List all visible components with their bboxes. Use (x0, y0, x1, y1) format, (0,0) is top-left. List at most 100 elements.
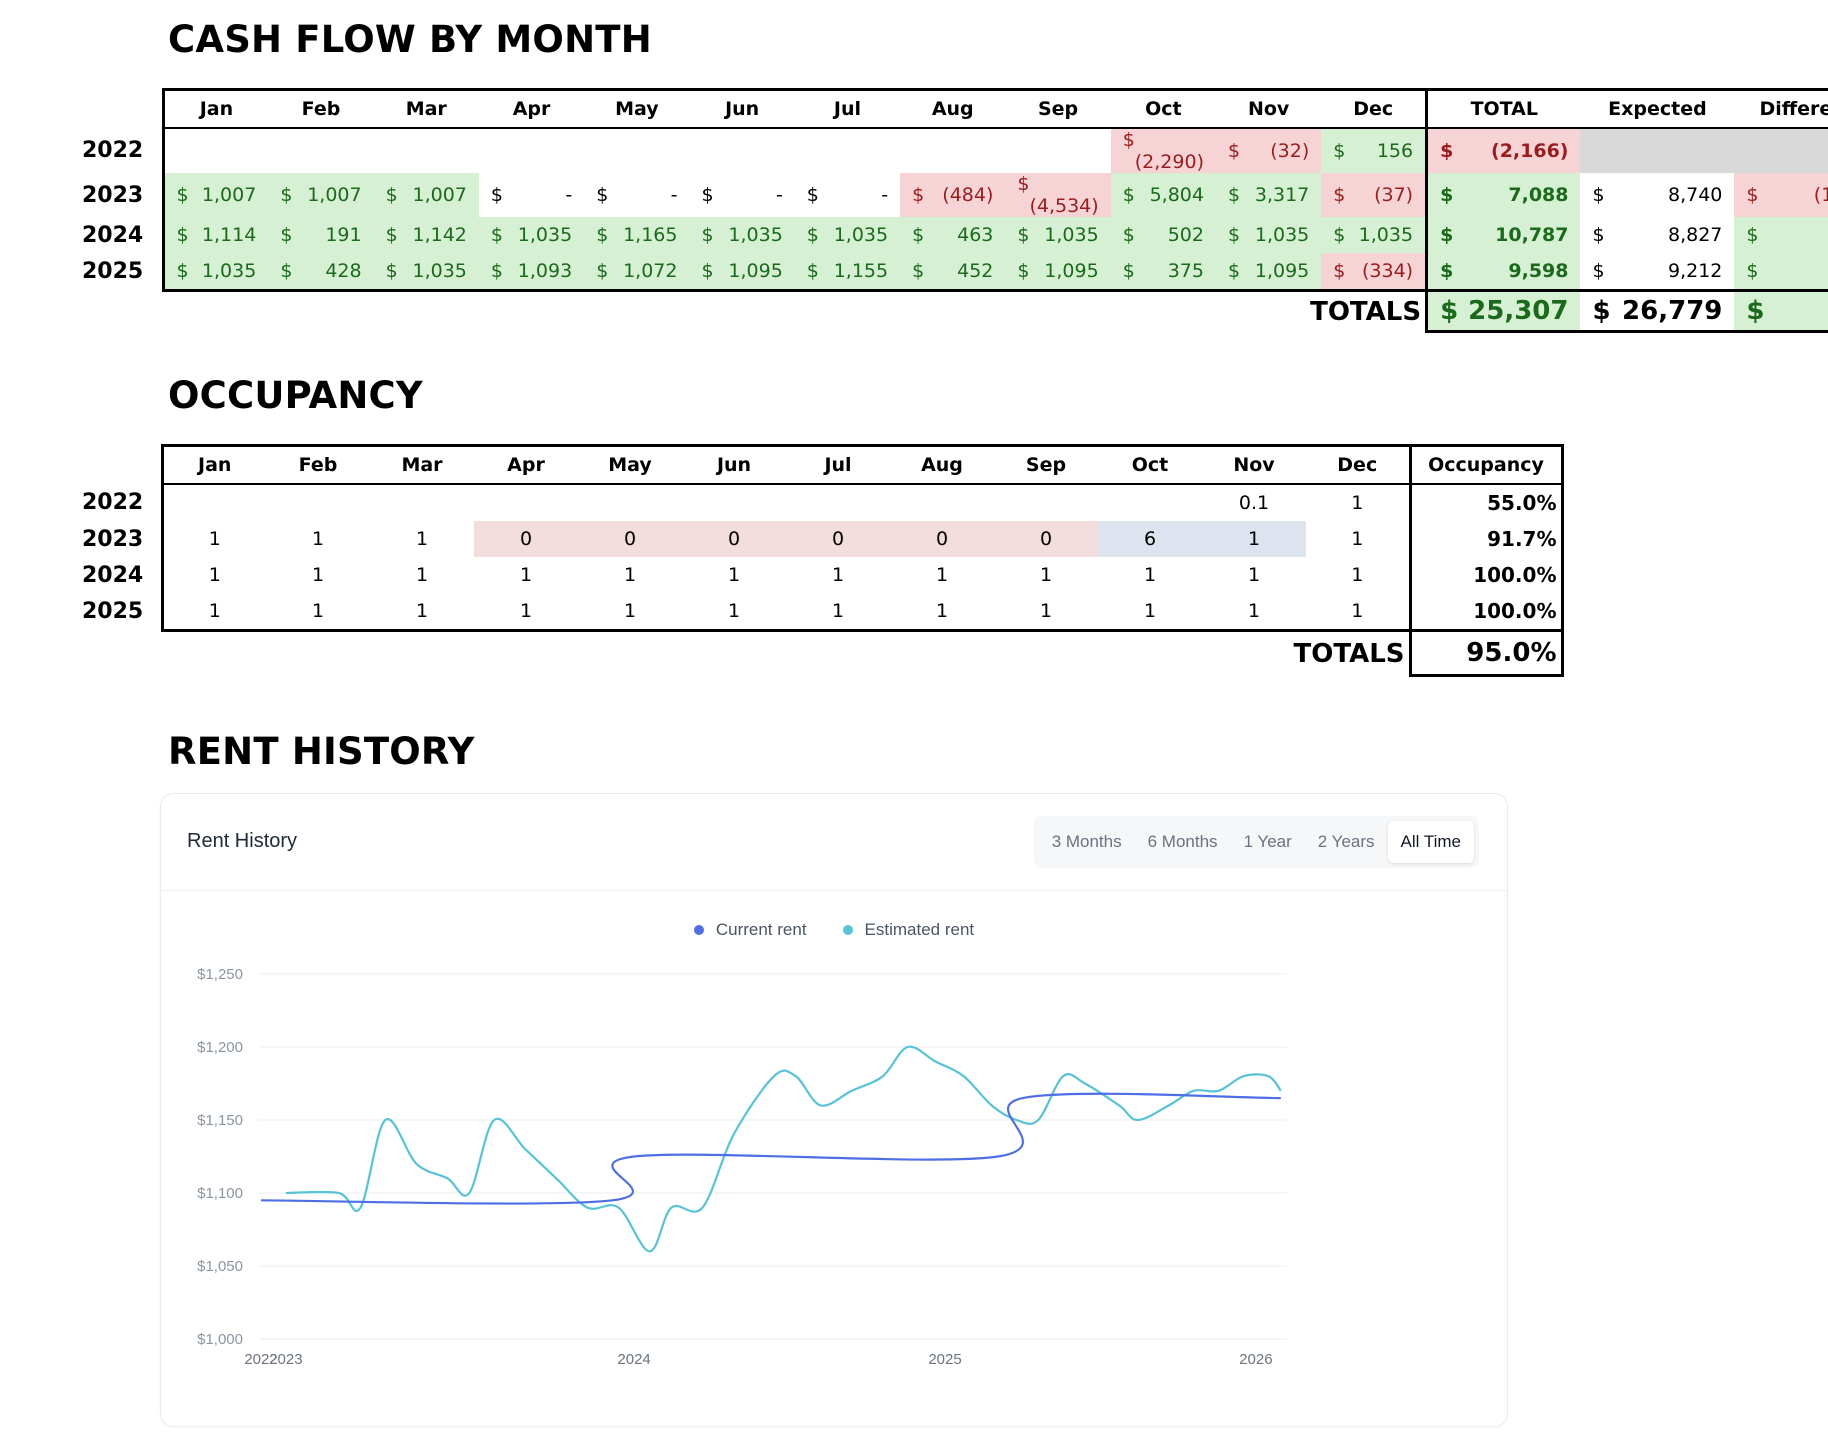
month-header-aug: Aug (900, 88, 1006, 129)
currency-symbol: $ (176, 260, 189, 282)
row-year: 2024 (82, 562, 144, 588)
row-year: 2023 (82, 182, 144, 208)
amount: 1,155 (833, 260, 889, 282)
y-tick-label: $1,250 (197, 966, 243, 983)
currency-symbol: $ (806, 184, 819, 206)
amount: (37) (1374, 184, 1414, 206)
amount: 1,142 (412, 224, 467, 246)
rent-history-chart: $1,000 $1,050 $1,100 $1,150 $1,200 $1,250 2022… (197, 966, 1287, 1368)
month-header-oct: Oct (1098, 444, 1202, 485)
total-occupancy-pct: 95.0% (1408, 630, 1564, 677)
range-button-2-years[interactable]: 2 Years (1317, 832, 1375, 851)
cashflow-cell: $1,035 (794, 217, 901, 253)
amount: 1,095 (1254, 260, 1310, 282)
amount: 1,035 (1254, 224, 1310, 246)
occupancy-cell: 1 (1039, 564, 1053, 586)
cashflow-cell: $ (484) (900, 173, 1006, 217)
amount: 1,035 (1044, 224, 1099, 246)
x-tick-label: 2026 (1239, 1351, 1272, 1368)
range-button-6-months[interactable]: 6 Months (1147, 832, 1218, 851)
amount: (1,652) (1813, 184, 1828, 206)
amount: 1,093 (517, 260, 573, 282)
cashflow-cell: $1,035 (373, 253, 479, 292)
currency-symbol: $ (490, 224, 503, 246)
y-tick-label: $1,100 (197, 1185, 243, 1202)
month-header-jan: Jan (161, 88, 269, 129)
occupancy-cell: 0 (786, 521, 890, 557)
cashflow-cell (794, 128, 901, 173)
month-header-apr: Apr (474, 444, 578, 485)
occupancy-cell: 6 (1098, 521, 1202, 557)
occupancy-cell: 1 (1351, 564, 1364, 586)
amount: 1,165 (623, 224, 678, 246)
occupancy-cell: 1 (415, 528, 429, 550)
cashflow-cell: $1,155 (794, 253, 901, 292)
range-button-all-time[interactable]: All Time (1387, 821, 1474, 863)
occupancy-cell: 1 (1247, 564, 1261, 586)
y-tick-label: $1,000 (197, 1331, 243, 1348)
legend-item-current_rent[interactable]: Current rent (693, 920, 807, 940)
occupancy-cell: 0 (474, 521, 578, 557)
y-tick-label: $1,200 (197, 1039, 243, 1056)
grand-difference: $694 (1734, 290, 1828, 333)
amount: 1,035 (201, 260, 257, 282)
rent-history-title: RENT HISTORY (168, 730, 475, 773)
currency-symbol: $ (596, 224, 609, 246)
currency-symbol: $ (1227, 260, 1241, 282)
occupancy-cell: 1 (1351, 492, 1364, 514)
occupancy-cell: 1 (578, 593, 682, 632)
row-difference: $386 (1734, 253, 1828, 292)
legend-item-estimated_rent[interactable]: Estimated rent (842, 920, 974, 940)
currency-symbol: $ (176, 224, 189, 246)
x-tick-label: 2025 (928, 1351, 961, 1368)
cashflow-cell: $ - (584, 173, 690, 217)
amount: 156 (1376, 140, 1414, 162)
month-header-nov: Nov (1215, 88, 1322, 129)
totals-spacer (80, 631, 162, 676)
occupancy-cell: 1 (160, 593, 266, 632)
cashflow-cell: $1,095 (1005, 253, 1111, 292)
currency-symbol: $ (1122, 184, 1135, 206)
x-tick-label: 2022 (244, 1351, 277, 1368)
currency-symbol: $ (1440, 184, 1454, 206)
table-row: 2024 1 1 1 1 1 1 1 1 1 1 1 1 100.0% (80, 557, 1564, 593)
current-rent-line (260, 1092, 1281, 1205)
range-button-3-months[interactable]: 3 Months (1051, 832, 1122, 851)
occupancy-cell (474, 484, 578, 521)
cashflow-cell (1005, 128, 1111, 173)
cashflow-cell: $1,035 (689, 217, 795, 253)
amount: 25,307 (1468, 296, 1569, 326)
row-total: $9,598 (1425, 253, 1581, 292)
month-header-feb: Feb (266, 444, 370, 485)
cashflow-cell: $1,035 (1321, 217, 1427, 253)
cashflow-cell: $191 (268, 217, 374, 253)
month-header-dec: Dec (1321, 88, 1427, 129)
cashflow-cell (689, 128, 795, 173)
legend-dot-icon (693, 925, 704, 935)
currency-symbol: $ (912, 260, 925, 282)
occupancy-cell: 1 (160, 557, 266, 593)
occupancy-cell: 1 (994, 593, 1098, 632)
occupancy-cell: 1 (623, 564, 637, 586)
currency-symbol: $ (1592, 296, 1611, 326)
grand-total: $25,307 (1425, 290, 1581, 333)
cashflow-cell: $156 (1321, 128, 1427, 173)
amount: 1,007 (307, 184, 362, 206)
occupancy-cell (578, 484, 682, 521)
currency-symbol: $ (1017, 173, 1030, 195)
y-tick-label: $1,050 (197, 1258, 243, 1275)
occupancy-cell: 1 (160, 521, 266, 557)
row-expected: $8,740 (1580, 173, 1735, 217)
amount: (484) (942, 184, 994, 206)
range-button-1-year[interactable]: 1 Year (1243, 832, 1292, 851)
month-header-jul: Jul (794, 88, 901, 129)
month-header-jan: Jan (160, 444, 266, 485)
cashflow-cell: $1,165 (584, 217, 690, 253)
currency-symbol: $ (1333, 184, 1346, 206)
cashflow-cell: $ - (478, 173, 585, 217)
row-occupancy-pct: 100.0% (1408, 593, 1564, 632)
currency-symbol: $ (1017, 260, 1030, 282)
totals-label: TOTALS (1293, 638, 1405, 669)
amount: 7,088 (1508, 184, 1569, 206)
amount: 1,072 (623, 260, 678, 282)
